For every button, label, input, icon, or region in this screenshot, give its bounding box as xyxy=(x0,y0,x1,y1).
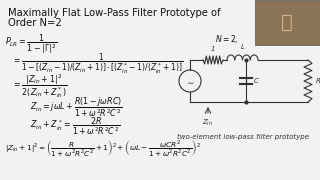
Text: L: L xyxy=(241,44,244,50)
Text: $\sim$: $\sim$ xyxy=(185,78,195,87)
Text: $Z_{in}+Z^*_{in} = \dfrac{2R}{1+\omega^2 R^2C^2}$: $Z_{in}+Z^*_{in} = \dfrac{2R}{1+\omega^2… xyxy=(30,115,120,137)
Text: R: R xyxy=(316,78,320,84)
Text: two-element low-pass filter prototype: two-element low-pass filter prototype xyxy=(177,134,309,140)
Text: $= \dfrac{|Z_{in}+1|^2}{2(Z_{in}+Z^*_{in})}$: $= \dfrac{|Z_{in}+1|^2}{2(Z_{in}+Z^*_{in… xyxy=(12,72,67,100)
Text: 👤: 👤 xyxy=(281,12,293,32)
Text: C: C xyxy=(254,78,259,84)
Text: $|Z_{in}+1|^2 = \left(\dfrac{R}{1+\omega^2 R^2C^2}+1\right)^2 + \left(\omega L -: $|Z_{in}+1|^2 = \left(\dfrac{R}{1+\omega… xyxy=(5,138,201,158)
Text: Maximally Flat Low-Pass Filter Prototype of: Maximally Flat Low-Pass Filter Prototype… xyxy=(8,8,220,18)
Text: $Z_{in}$: $Z_{in}$ xyxy=(203,118,213,128)
Text: Order N=2: Order N=2 xyxy=(8,18,62,28)
Text: 1: 1 xyxy=(211,46,215,52)
Bar xyxy=(255,0,320,45)
Text: $= \dfrac{1}{1-[(Z_{in}-1)/(Z_{in}+1)]\cdot[(Z^*_{in}-1)/(Z^*_{in}+1)]}$: $= \dfrac{1}{1-[(Z_{in}-1)/(Z_{in}+1)]\c… xyxy=(12,52,183,76)
Text: $P_{LR} = \dfrac{1}{1-|\Gamma|^2}$: $P_{LR} = \dfrac{1}{1-|\Gamma|^2}$ xyxy=(5,32,58,56)
Text: $N=2,$: $N=2,$ xyxy=(215,33,238,45)
Text: $Z_{in} = j\omega L + \dfrac{R(1-j\omega RC)}{1+\omega^2 R^2C^2}$: $Z_{in} = j\omega L + \dfrac{R(1-j\omega… xyxy=(30,95,123,119)
